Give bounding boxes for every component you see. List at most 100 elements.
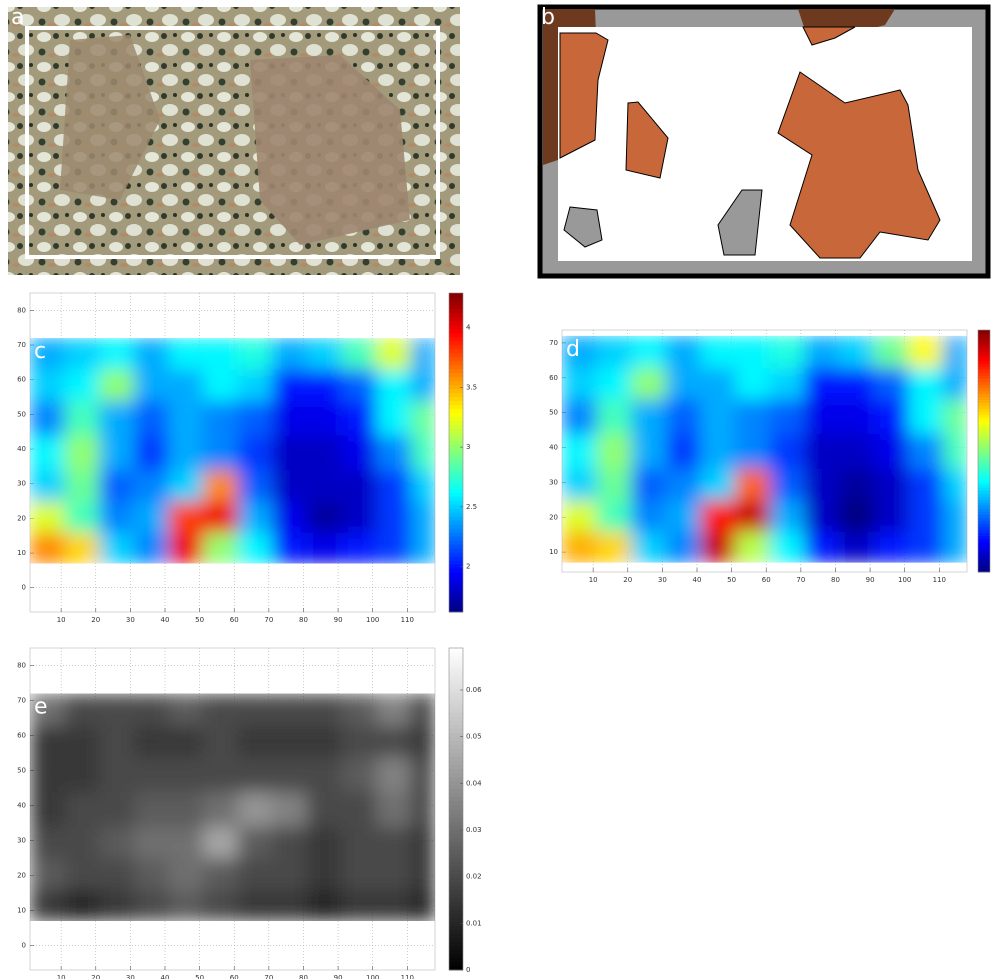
heat-cell — [272, 693, 308, 726]
colorbar-step — [449, 881, 463, 886]
heat-cell — [804, 531, 840, 563]
heat-cell — [99, 693, 135, 726]
heat-cell — [376, 338, 412, 370]
heat-cell — [908, 468, 944, 501]
heatmap-image — [30, 338, 435, 564]
heat-cell — [700, 433, 736, 469]
colorbar-step — [449, 933, 463, 939]
colorbar-step — [978, 345, 990, 349]
colorbar-step — [978, 414, 990, 419]
colorbar-step — [978, 384, 990, 388]
heat-cell — [769, 468, 805, 501]
colorbar-tick-label: 0.06 — [466, 686, 482, 694]
x-tick-label: 80 — [831, 576, 840, 584]
colorbar-step — [449, 768, 463, 774]
colorbar-step — [978, 562, 990, 567]
heat-cell — [203, 791, 239, 827]
heat-cell — [272, 469, 308, 502]
heat-cell — [237, 369, 273, 401]
y-tick-label: 60 — [549, 374, 558, 382]
colorbar-step — [449, 340, 463, 346]
colorbar-tick-label: 2 — [466, 563, 470, 571]
colorbar-step — [449, 817, 463, 822]
grain — [543, 9, 596, 165]
colorbar-step — [449, 420, 463, 425]
colorbar-tick-label: 0 — [466, 966, 470, 974]
x-tick-label: 80 — [299, 974, 308, 979]
heat-cell — [133, 501, 169, 533]
heat-cell — [237, 693, 273, 726]
heat-cell — [838, 499, 875, 532]
heat-cell — [631, 398, 667, 435]
colorbar-step — [978, 378, 990, 382]
heat-cell — [168, 889, 204, 921]
x-tick-label: 60 — [230, 974, 239, 979]
colorbar-step — [978, 487, 990, 491]
heat-cell — [99, 725, 135, 757]
colorbar-tick-label: 0.01 — [466, 919, 482, 927]
heat-cell — [631, 499, 667, 532]
colorbar-step — [449, 400, 463, 406]
colorbar-step — [449, 680, 463, 685]
colorbar-step — [978, 565, 990, 570]
heat-cell — [133, 889, 169, 921]
colorbar-step — [978, 535, 990, 540]
heat-cell — [341, 532, 377, 564]
heat-cell — [64, 469, 100, 502]
colorbar-step — [449, 692, 463, 697]
heat-cell — [272, 725, 308, 757]
colorbar-step — [449, 592, 463, 597]
x-tick-label: 70 — [796, 576, 805, 584]
colorbar-tick-label: 0.05 — [466, 733, 482, 741]
heat-cell — [804, 433, 840, 469]
heat-cell — [133, 756, 169, 792]
colorbar-step — [978, 393, 990, 397]
colorbar-step — [449, 580, 463, 585]
y-tick-label: 70 — [17, 341, 26, 349]
heat-cell — [838, 398, 875, 435]
colorbar-step — [978, 532, 990, 537]
colorbar-step — [978, 457, 990, 461]
panel-label: e — [34, 695, 48, 720]
colorbar-step — [449, 296, 463, 302]
heatmap-panel: 10 20 30 40 50 60 70 80 90 100 110 0 10 20 30 40 50 60 70 8… — [17, 647, 482, 979]
colorbar-step — [978, 508, 990, 512]
heat-cell — [306, 501, 343, 533]
colorbar-step — [449, 308, 463, 314]
colorbar-step — [449, 796, 463, 802]
colorbar-step — [449, 392, 463, 398]
heat-cell — [237, 725, 273, 757]
colorbar-step — [978, 387, 990, 391]
colorbar-step — [449, 961, 463, 967]
colorbar-step — [449, 744, 463, 750]
colorbar-step — [449, 436, 463, 441]
colorbar-step — [449, 492, 463, 497]
heat-cell — [272, 369, 308, 401]
heat-cell — [272, 791, 308, 827]
colorbar-step — [449, 576, 463, 581]
heat-cell — [376, 693, 412, 726]
colorbar-step — [449, 384, 463, 390]
colorbar-step — [449, 841, 463, 846]
heatmap-image — [562, 335, 967, 563]
colorbar-step — [449, 508, 463, 513]
colorbar-step — [978, 390, 990, 394]
heat-cell — [237, 532, 273, 564]
x-tick-label: 10 — [57, 974, 66, 979]
heat-cell — [804, 367, 840, 400]
colorbar-step — [449, 496, 463, 501]
colorbar-step — [449, 336, 463, 342]
heat-cell — [700, 499, 736, 532]
heat-cell — [237, 338, 273, 370]
colorbar-step — [449, 949, 463, 955]
colorbar-step — [449, 921, 463, 927]
colorbar-step — [978, 411, 990, 416]
heat-cell — [665, 499, 701, 532]
diagram-panel: b — [537, 4, 991, 279]
heat-cell — [306, 532, 343, 564]
colorbar-step — [449, 564, 463, 569]
colorbar-tick-label: 3 — [466, 443, 470, 451]
heat-cell — [30, 501, 66, 533]
heat-cell — [700, 468, 736, 501]
heat-cell — [942, 531, 967, 563]
